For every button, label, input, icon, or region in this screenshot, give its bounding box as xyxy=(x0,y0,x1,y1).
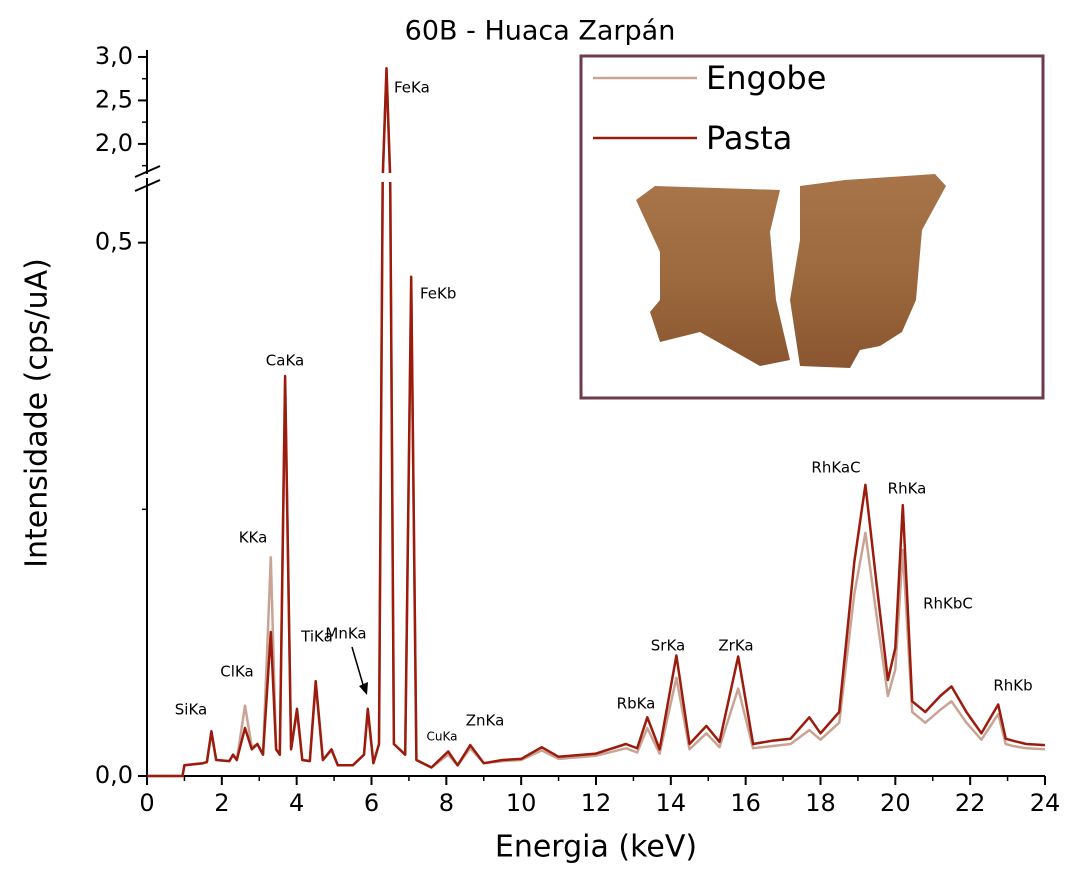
x-tick-label: 0 xyxy=(139,789,154,817)
peak-label: TiKa xyxy=(300,628,333,646)
peak-label: RhKa xyxy=(888,480,927,498)
x-tick-label: 16 xyxy=(730,789,761,817)
peak-label: MnKa xyxy=(325,625,366,643)
axis-break-gap xyxy=(150,173,575,182)
y-tick-label: 3,0 xyxy=(95,42,133,70)
axis-break-marks xyxy=(134,165,161,192)
peak-label: CuKa xyxy=(427,730,458,744)
arrow-head xyxy=(359,682,368,695)
x-tick-label: 12 xyxy=(581,789,612,817)
peak-label: RhKb xyxy=(993,677,1032,695)
peak-label: KKa xyxy=(239,529,268,547)
x-tick-label: 2 xyxy=(214,789,229,817)
peak-label: SrKa xyxy=(651,637,685,655)
x-tick-label: 18 xyxy=(805,789,836,817)
peak-label: FeKb xyxy=(420,285,456,303)
arrow xyxy=(351,646,365,689)
legend-label: Engobe xyxy=(706,59,826,97)
x-tick-label: 24 xyxy=(1030,789,1061,817)
peak-label: ClKa xyxy=(220,663,253,681)
peak-label: RbKa xyxy=(617,695,656,713)
peak-label: RhKaC xyxy=(811,459,860,477)
peak-label: ZnKa xyxy=(466,712,505,730)
legend-label: Pasta xyxy=(706,119,792,157)
x-tick-label: 6 xyxy=(364,789,379,817)
photo-shard xyxy=(636,186,790,366)
x-tick-label: 14 xyxy=(656,789,687,817)
x-tick-label: 22 xyxy=(955,789,986,817)
legend: Engobe Pasta xyxy=(579,54,1045,400)
y-tick-label: 0,5 xyxy=(95,228,133,256)
peak-label: ZrKa xyxy=(718,637,753,655)
spectrum-line xyxy=(147,67,1046,778)
peak-label: CaKa xyxy=(266,352,304,370)
y-tick-label: 0,0 xyxy=(95,761,133,789)
x-tick-label: 4 xyxy=(289,789,304,817)
peak-label: RhKbC xyxy=(923,595,973,613)
chart-title: 60B - Huaca Zarpán xyxy=(405,16,676,47)
y-tick-label: 2,5 xyxy=(95,85,133,113)
plot-area: 0 2 4 6 8 10 12 14 16 18 20 22 240,00,52,02,53,0 xyxy=(95,42,1060,817)
y-tick-label: 2,0 xyxy=(95,129,133,157)
x-tick-label: 8 xyxy=(439,789,454,817)
peak-label: SiKa xyxy=(175,701,207,719)
x-tick-label: 10 xyxy=(506,789,537,817)
peak-label: FeKa xyxy=(394,79,430,97)
y-axis-label: Intensidade (cps/uA) xyxy=(20,258,55,568)
photo-shard xyxy=(790,174,946,368)
x-axis-label: Energia (keV) xyxy=(495,830,697,865)
x-tick-label: 20 xyxy=(880,789,911,817)
